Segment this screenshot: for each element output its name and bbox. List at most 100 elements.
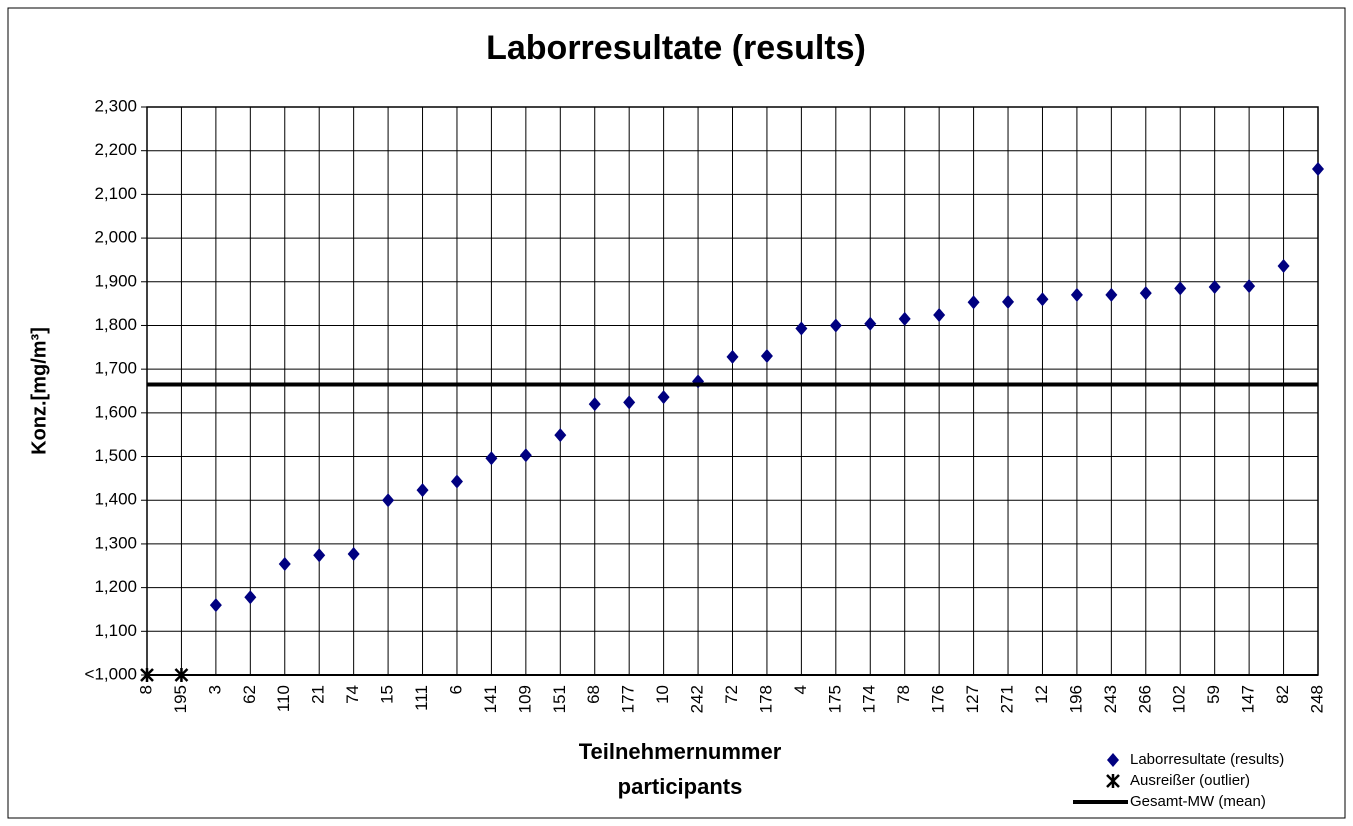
x-tick-label: 242: [688, 685, 707, 713]
x-tick-label: 72: [722, 685, 741, 704]
diamond-marker: [209, 598, 222, 613]
data-point: [244, 590, 257, 605]
diamond-marker: [1139, 286, 1152, 301]
x-tick-label: 174: [860, 685, 879, 713]
y-tick-label: <1,000: [85, 664, 137, 683]
data-point: [278, 557, 291, 572]
data-point: [760, 349, 773, 364]
x-tick-label: 175: [825, 685, 844, 713]
y-tick-label: 2,300: [94, 96, 137, 115]
x-tick-label: 82: [1273, 685, 1292, 704]
data-point: [1139, 286, 1152, 301]
y-tick-label: 2,000: [94, 228, 137, 247]
x-tick-label: 102: [1170, 685, 1189, 713]
data-point: [519, 448, 532, 463]
data-point: [829, 318, 842, 333]
x-tick-label: 21: [309, 685, 328, 704]
data-point: [1174, 281, 1187, 296]
y-tick-label: 1,900: [94, 271, 137, 290]
data-point: [554, 428, 567, 443]
diamond-marker: [1107, 753, 1119, 767]
x-tick-label: 110: [274, 685, 293, 712]
data-point: [933, 307, 946, 322]
y-tick-label: 1,300: [94, 533, 137, 552]
data-point: [726, 349, 739, 364]
diamond-marker: [898, 311, 911, 326]
y-tick-label: 1,800: [94, 315, 137, 334]
diamond-marker: [1070, 287, 1083, 302]
y-tick-label: 1,500: [94, 446, 137, 465]
x-tick-label: 195: [171, 685, 190, 713]
x-tick-label: 74: [343, 685, 362, 704]
diamond-marker: [1105, 287, 1118, 302]
x-tick-label: 127: [963, 685, 982, 713]
diamond-marker: [588, 397, 601, 412]
data-point: [313, 548, 326, 563]
diamond-marker: [1312, 162, 1324, 177]
y-tick-label: 1,700: [94, 359, 137, 378]
x-tick-label: 147: [1239, 685, 1258, 713]
data-point: [1208, 280, 1221, 295]
diamond-marker: [829, 318, 842, 333]
y-tick-label: 2,200: [94, 140, 137, 159]
diamond-marker: [1208, 280, 1221, 295]
diamond-marker: [1002, 294, 1015, 309]
data-point: [795, 321, 808, 336]
y-tick-label: 1,100: [94, 621, 137, 640]
y-axis-label: Konz.[mg/m³]: [28, 327, 50, 455]
x-tick-label: 151: [550, 685, 569, 713]
data-point: [623, 395, 636, 410]
diamond-marker: [864, 316, 877, 331]
chart-title: Laborresultate (results): [486, 29, 866, 67]
y-tick-label: 2,100: [94, 184, 137, 203]
x-axis-label: participants: [618, 774, 743, 799]
diamond-marker: [347, 546, 360, 561]
data-point: [1036, 292, 1049, 307]
diamond-marker: [278, 557, 291, 572]
diamond-marker: [1174, 281, 1187, 296]
x-tick-label: 271: [998, 685, 1017, 713]
x-tick-label: 4: [791, 685, 810, 694]
data-point: [588, 397, 601, 412]
data-point: [450, 474, 463, 489]
diamond-marker: [450, 474, 463, 489]
data-point: [174, 668, 189, 682]
x-tick-label: 8: [136, 685, 155, 694]
x-tick-label: 3: [205, 685, 224, 694]
diamond-marker: [313, 548, 326, 563]
legend-marker: [1106, 774, 1120, 788]
x-tick-label: 176: [929, 685, 948, 713]
diamond-marker: [244, 590, 257, 605]
data-point: [967, 295, 980, 310]
diamond-marker: [933, 307, 946, 322]
data-point: [485, 451, 498, 466]
x-tick-label: 248: [1307, 685, 1326, 713]
x-tick-label: 196: [1066, 685, 1085, 713]
x-tick-label: 78: [894, 685, 913, 704]
data-point: [1002, 294, 1015, 309]
diamond-marker: [1036, 292, 1049, 307]
legend-label: Ausreißer (outlier): [1130, 772, 1250, 789]
diamond-marker: [1277, 259, 1290, 274]
x-tick-label: 177: [619, 685, 638, 713]
x-tick-label: 6: [446, 685, 465, 694]
data-point: [1243, 279, 1256, 294]
data-point: [347, 546, 360, 561]
data-point: [209, 598, 222, 613]
legend-label: Gesamt-MW (mean): [1130, 793, 1266, 810]
diamond-marker: [657, 390, 670, 405]
diamond-marker: [760, 349, 773, 364]
x-tick-label: 243: [1101, 685, 1120, 713]
data-point: [1105, 287, 1118, 302]
y-tick-label: 1,400: [94, 490, 137, 509]
x-axis-label: Teilnehmernummer: [579, 739, 782, 764]
asterisk-marker: [140, 668, 154, 682]
diamond-marker: [519, 448, 532, 463]
data-point: [382, 493, 395, 508]
data-point: [898, 311, 911, 326]
x-tick-label: 15: [378, 685, 397, 704]
diamond-marker: [416, 483, 429, 498]
asterisk-marker: [1106, 774, 1120, 788]
x-tick-label: 62: [240, 685, 259, 704]
